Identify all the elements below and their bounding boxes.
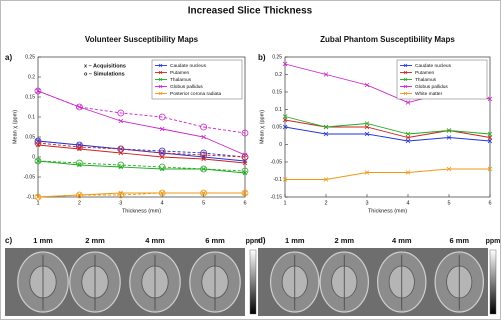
y-tick-label: 0 bbox=[279, 142, 282, 148]
legend-label: Posterior corona radiata bbox=[170, 91, 222, 97]
y-tick-label: 0.15 bbox=[272, 89, 282, 95]
x-tick-label: 4 bbox=[406, 200, 409, 206]
y-tick-label: -0.15 bbox=[271, 194, 283, 200]
legend-label: Caudate nucleus bbox=[415, 63, 452, 69]
panel-label: c) bbox=[5, 236, 12, 245]
legend-label: Thalamus bbox=[415, 77, 437, 83]
figure-title: Increased Slice Thickness bbox=[188, 6, 313, 17]
x-tick-label: 1 bbox=[36, 200, 39, 206]
image-column-label: 6 mm bbox=[449, 236, 469, 245]
x-tick-label: 1 bbox=[283, 200, 286, 206]
image-column-label: 6 mm bbox=[205, 236, 225, 245]
annotation: o – Simulations bbox=[84, 71, 125, 77]
x-tick-label: 3 bbox=[119, 200, 122, 206]
x-tick-label: 2 bbox=[324, 200, 327, 206]
figure: Increased Slice Thickness Volunteer Susc… bbox=[0, 0, 501, 320]
y-tick-label: -0.05 bbox=[24, 174, 36, 180]
x-tick-label: 5 bbox=[447, 200, 450, 206]
y-tick-label: -0.05 bbox=[271, 159, 283, 165]
image-column-label: 1 mm bbox=[285, 236, 305, 245]
image-column-label: 2 mm bbox=[85, 236, 105, 245]
y-axis-label: Mean χ (ppm) bbox=[12, 110, 18, 144]
legend-label: White matter bbox=[415, 91, 443, 97]
colorbar bbox=[250, 250, 256, 314]
legend-label: Putamen bbox=[170, 70, 190, 76]
annotation: x – Acquisitions bbox=[84, 63, 126, 69]
image-column-label: 4 mm bbox=[392, 236, 412, 245]
legend-label: Globus pallidus bbox=[170, 84, 203, 90]
y-tick-label: 0.05 bbox=[272, 124, 282, 130]
panel-label: b) bbox=[258, 53, 266, 62]
y-tick-label: 0 bbox=[32, 154, 35, 160]
legend-label: Putamen bbox=[415, 70, 435, 76]
y-tick-label: 0.2 bbox=[28, 74, 35, 80]
y-tick-label: 0.1 bbox=[28, 114, 35, 120]
x-tick-label: 4 bbox=[161, 200, 164, 206]
legend-label: Globus pallidus bbox=[415, 84, 448, 90]
image-column-label: 1 mm bbox=[33, 236, 53, 245]
legend-label: Thalamus bbox=[170, 77, 192, 83]
y-axis-label: Mean χ (ppm) bbox=[259, 110, 265, 144]
x-axis-label: Thickness (mm) bbox=[122, 208, 161, 214]
panel-label: d) bbox=[258, 236, 266, 245]
panel-title: Zubal Phantom Susceptibility Maps bbox=[320, 35, 455, 44]
x-tick-label: 5 bbox=[202, 200, 205, 206]
y-tick-label: 0.25 bbox=[272, 54, 282, 60]
panel-title: Volunteer Susceptibility Maps bbox=[85, 35, 199, 44]
x-axis-label: Thickness (mm) bbox=[368, 208, 407, 214]
y-tick-label: 0.05 bbox=[25, 134, 35, 140]
image-column-label: 2 mm bbox=[334, 236, 354, 245]
panel-label: a) bbox=[5, 53, 12, 62]
y-tick-label: -0.1 bbox=[273, 177, 282, 183]
y-tick-label: 0.2 bbox=[275, 72, 282, 78]
x-tick-label: 2 bbox=[78, 200, 81, 206]
y-tick-label: 0.15 bbox=[25, 94, 35, 100]
x-tick-label: 6 bbox=[243, 200, 246, 206]
colorbar bbox=[490, 250, 496, 314]
y-tick-label: 0.1 bbox=[275, 107, 282, 113]
x-tick-label: 3 bbox=[365, 200, 368, 206]
image-column-label: 4 mm bbox=[145, 236, 165, 245]
y-tick-label: 0.25 bbox=[25, 54, 35, 60]
y-tick-label: -0.1 bbox=[26, 194, 35, 200]
legend-label: Caudate nucleus bbox=[170, 63, 207, 69]
colorbar-unit: ppm bbox=[486, 238, 501, 245]
x-tick-label: 6 bbox=[488, 200, 491, 206]
